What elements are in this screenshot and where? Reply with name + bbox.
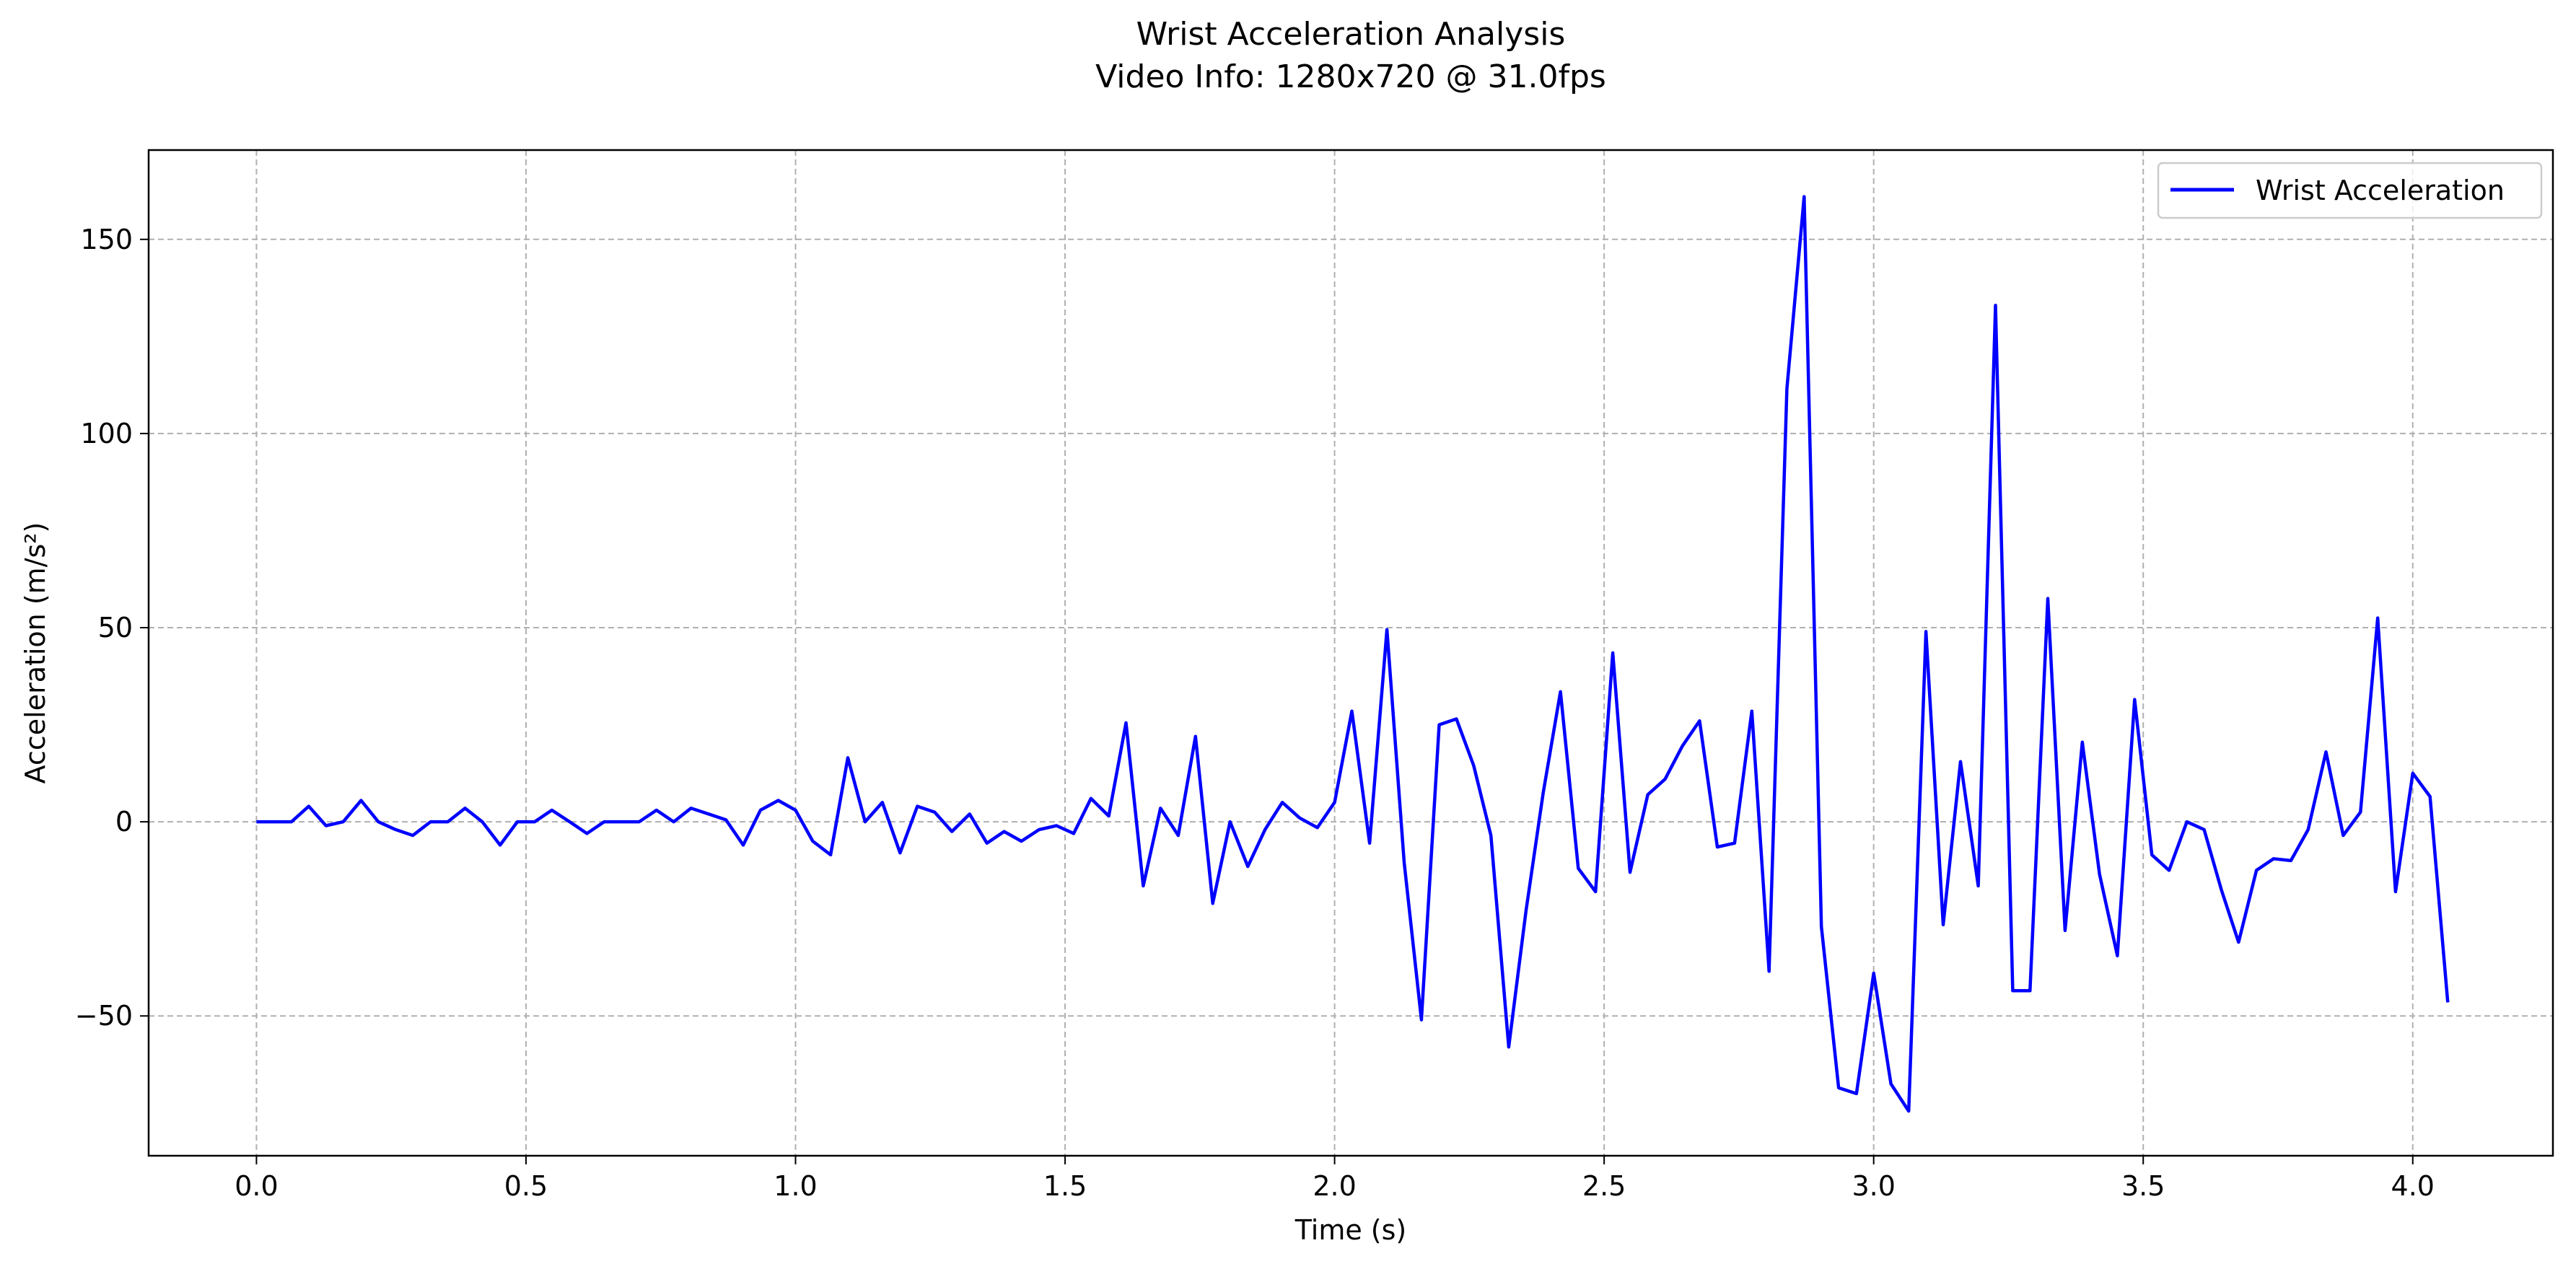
y-tick-label: 0 — [115, 806, 133, 838]
y-tick-label: 100 — [80, 418, 133, 449]
chart-title: Wrist Acceleration Analysis — [1136, 16, 1566, 53]
plot-frame — [147, 149, 2554, 1157]
x-tick-label: 4.0 — [2391, 1170, 2435, 1202]
x-tick-label: 2.5 — [1582, 1170, 1626, 1202]
y-tick-label: 150 — [80, 224, 133, 255]
x-tick-label: 0.0 — [235, 1170, 278, 1202]
series-line-wrist-acceleration — [256, 195, 2450, 1113]
x-tick-label: 0.5 — [504, 1170, 548, 1202]
x-tick-label: 1.0 — [774, 1170, 817, 1202]
x-tick-label: 1.5 — [1043, 1170, 1087, 1202]
x-axis-label: Time (s) — [1294, 1214, 1407, 1246]
x-tick-label: 3.5 — [2121, 1170, 2165, 1202]
y-tick-label: 50 — [98, 612, 133, 644]
chart-subtitle: Video Info: 1280x720 @ 31.0fps — [1095, 58, 1606, 95]
series-layer — [256, 195, 2450, 1113]
grid — [149, 150, 2553, 1156]
x-axis-ticks: 0.0 0.5 1.0 1.5 2.0 2.5 3.0 3.5 4.0 — [235, 1156, 2435, 1202]
legend-label: Wrist Acceleration — [2256, 175, 2505, 206]
legend: Wrist Acceleration — [2157, 162, 2543, 219]
y-axis-ticks: −50 0 50 100 150 — [75, 224, 149, 1032]
x-tick-label: 3.0 — [1852, 1170, 1895, 1202]
legend-box — [2157, 162, 2543, 219]
y-tick-label: −50 — [75, 1000, 133, 1032]
y-axis-label: Acceleration (m/s²) — [19, 522, 51, 784]
x-tick-label: 2.0 — [1313, 1170, 1356, 1202]
